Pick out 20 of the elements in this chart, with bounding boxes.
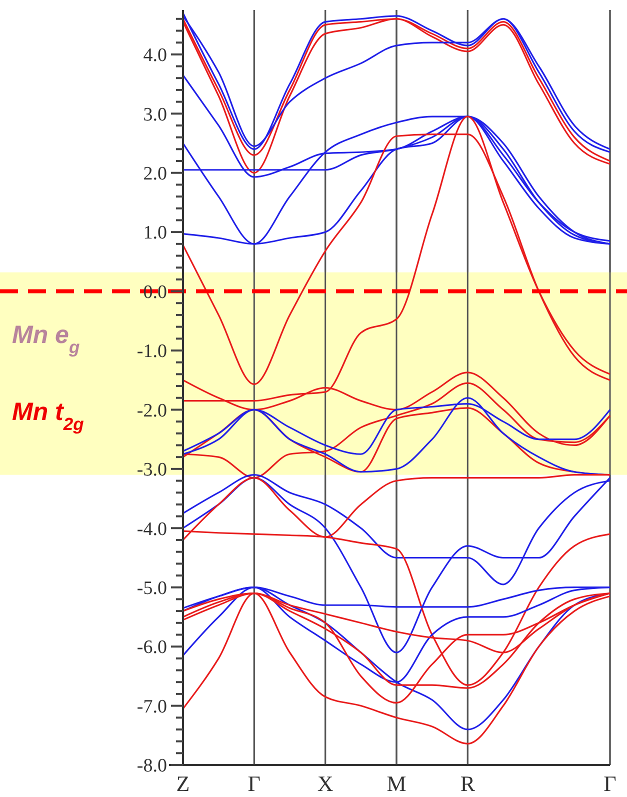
y-tick-label: 1.0 [143,222,167,244]
x-tick-label: Γ [604,771,617,796]
x-tick-label: M [386,771,406,796]
x-tick-label: Z [176,771,190,796]
y-tick-label: -7.0 [136,696,167,718]
x-tick-label: R [460,771,476,796]
y-tick-label: -6.0 [136,637,167,658]
text: Mn t$_{2g}$ [12,398,84,434]
text: Mn e$_{g}$ [12,321,80,357]
y-tick-label: -8.0 [136,756,167,777]
y-tick-label: -4.0 [136,518,167,540]
x-tick-label: X [317,771,334,796]
y-tick-label: -5.0 [136,578,167,600]
x-tick-label: Γ [248,771,261,796]
y-tick-label: 3.0 [143,104,167,126]
y-tick-label: -2.0 [136,400,167,422]
y-tick-label: -1.0 [136,341,167,362]
y-tick-label: 4.0 [143,45,167,66]
y-tick-label: 2.0 [143,163,167,184]
y-tick-label: -3.0 [136,460,167,481]
